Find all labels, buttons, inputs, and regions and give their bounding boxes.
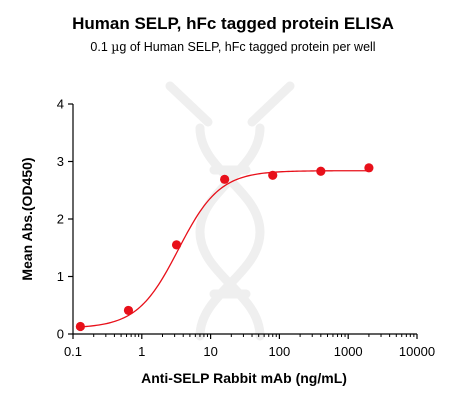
y-tick-label: 2 <box>57 212 64 227</box>
y-tick-label: 4 <box>57 97 64 112</box>
watermark-stroke <box>195 123 265 341</box>
subtitle-unit: µ <box>111 39 119 54</box>
y-tick-label: 0 <box>57 327 64 342</box>
y-tick-label: 3 <box>57 154 64 169</box>
x-tick-label: 1000 <box>334 344 363 359</box>
chart-subtitle: 0.1 µg of Human SELP, hFc tagged protein… <box>90 39 375 54</box>
watermark-stroke <box>195 123 265 341</box>
y-axis-ticks: 0 1 2 3 4 <box>57 97 73 342</box>
data-point <box>171 240 182 250</box>
y-axis-label: Mean Abs.(OD450) <box>19 157 35 280</box>
fit-curve-group <box>80 170 369 328</box>
data-point <box>220 174 230 184</box>
x-axis-ticks: 0.1 1 10 100 1000 10000 <box>64 334 435 359</box>
watermark-stroke <box>209 165 251 299</box>
y-tick-label: 1 <box>57 269 64 284</box>
x-tick-label: 1 <box>138 344 145 359</box>
x-tick-label: 100 <box>269 344 291 359</box>
subtitle-suffix: g of Human SELP, hFc tagged protein per … <box>119 40 375 54</box>
data-point <box>268 170 278 180</box>
watermark-stroke <box>165 81 295 127</box>
chart-title: Human SELP, hFc tagged protein ELISA <box>72 14 394 33</box>
x-tick-label: 10000 <box>399 344 435 359</box>
x-axis-label: Anti-SELP Rabbit mAb (ng/mL) <box>141 370 347 386</box>
x-tick-label: 10 <box>203 344 217 359</box>
data-points <box>75 163 374 332</box>
data-point <box>75 321 85 332</box>
data-point <box>123 305 134 316</box>
data-point <box>316 166 326 176</box>
data-point <box>364 163 374 173</box>
subtitle-prefix: 0.1 <box>90 40 111 54</box>
fit-curve-line <box>80 170 369 328</box>
watermark-logo-icon <box>165 81 295 341</box>
x-tick-label: 0.1 <box>64 344 82 359</box>
